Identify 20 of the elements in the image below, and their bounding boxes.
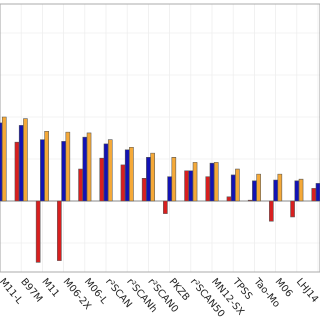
bar xyxy=(104,144,108,202)
bar xyxy=(2,116,7,202)
bar xyxy=(278,174,282,202)
bar xyxy=(214,162,219,202)
bar xyxy=(146,157,151,202)
bar xyxy=(184,170,189,202)
bar xyxy=(172,157,176,202)
bar xyxy=(44,131,49,202)
bar xyxy=(192,162,198,202)
bar xyxy=(23,118,28,202)
bar xyxy=(66,132,70,202)
bar xyxy=(256,174,261,202)
bar xyxy=(86,132,92,202)
bar xyxy=(129,146,134,202)
bar xyxy=(298,178,304,202)
bar xyxy=(108,139,113,202)
bar xyxy=(316,183,320,202)
bar xyxy=(210,162,214,202)
bar xyxy=(235,168,240,202)
bar xyxy=(150,152,155,202)
